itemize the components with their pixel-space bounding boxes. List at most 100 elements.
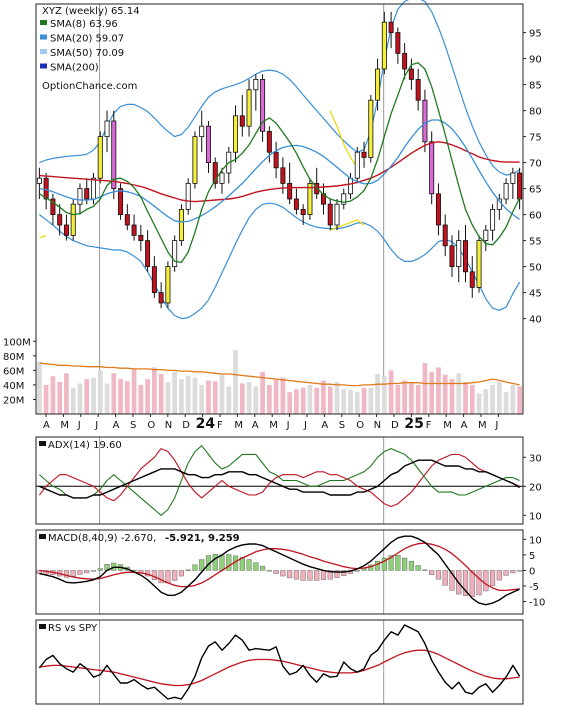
volume-tick-label: 20M [3,395,24,406]
volume-bar [37,361,42,414]
candle-body [118,188,124,216]
macd-histogram-bar [293,570,299,580]
volume-bar [246,382,252,414]
volume-bar [409,383,414,414]
candle-body [70,203,76,236]
macd-histogram-bar [246,559,252,571]
candle-body [469,271,475,288]
volume-bar [179,379,184,414]
month-label: M [443,420,452,431]
volume-bar [422,363,428,414]
legend-swatch [40,63,47,69]
macd-tick-label: 5 [529,551,535,562]
candle-body [124,214,130,226]
candle-body [111,120,117,189]
volume-bar [212,381,218,414]
candle-body [476,240,482,288]
macd-histogram-bar [226,554,232,571]
month-label: S [130,420,136,431]
macd-histogram-bar [422,569,428,571]
macd-histogram-bar [199,559,205,571]
candle-body [57,214,63,226]
macd-histogram-bar [476,570,482,596]
volume-bar [476,393,482,414]
price-tick-label: 65 [529,185,542,196]
volume-bar [91,377,96,414]
month-label: S [339,420,345,431]
yellow-average-line [329,219,365,231]
candle-body [90,177,96,200]
candle-body [327,203,333,226]
macd-tick-label: -5 [529,582,539,593]
candle-body [320,193,326,205]
bollinger-lower-line [39,202,521,320]
volume-bar [381,376,387,414]
volume-bar [300,387,306,414]
macd-histogram-bar [260,565,266,571]
bollinger-upper-line [39,0,520,176]
volume-bar [192,377,198,414]
volume-bar [496,382,502,414]
macd-label: MACD(8,40,9) -2.670, [48,533,156,544]
macd-histogram-bar [375,560,381,571]
month-label: J [286,420,290,431]
legend-label: SMA(200) [50,63,99,74]
legend-label: SMA(20) 59.07 [50,34,124,45]
candle-body [307,182,313,215]
volume-bar [510,384,516,414]
volume-bar [456,373,462,414]
macd-histogram-bar [70,570,76,577]
month-label: M [60,420,69,431]
macd-histogram-value: 9.259 [208,533,240,544]
price-tick-label: 55 [529,237,542,248]
month-label: O [147,420,155,431]
volume-bar [77,383,83,414]
macd-histogram-bar [327,570,333,580]
volume-bar [321,380,326,414]
volume-bar [368,387,374,414]
legend-label: SMA(50) 70.09 [50,48,124,59]
candle-body [36,177,42,184]
volume-bar [314,387,320,414]
candle-body [178,208,184,241]
price-panel-bg [36,4,523,342]
volume-bar [280,377,286,414]
volume-bar [239,383,245,414]
candle-body [219,172,225,184]
macd-histogram-bar [36,570,42,574]
month-label: M [234,420,243,431]
macd-histogram-bar [90,570,97,572]
volume-tick-label: 80M [3,352,24,363]
volume-bar [104,383,110,414]
candle-body [145,240,151,268]
volume-bar [429,371,435,414]
candle-body [456,240,462,268]
candle-body [104,120,110,138]
macd-tick-label: 10 [529,535,542,546]
volume-bar [273,379,279,414]
volume-bar [361,387,367,414]
macd-signal-value: -5.921, [165,533,205,544]
legend-swatch [40,34,47,40]
volume-bar [219,374,225,414]
price-tick-label: 95 [529,29,542,40]
legend-swatch [40,20,47,25]
month-label: N [374,420,381,431]
year-label: 25 [404,416,423,432]
candle-body [483,229,489,241]
rs-panel-frame [35,619,524,705]
macd-histogram-bar [273,570,279,574]
macd-histogram-bar [388,555,394,571]
volume-bar [287,392,293,414]
macd-panel-frame [35,529,524,615]
volume-bar [57,382,63,414]
volume-bar [185,376,191,414]
macd-legend-swatch [39,534,46,539]
candle-body [334,203,340,226]
macd-histogram-bar [381,557,387,571]
macd-histogram-bar [483,570,489,592]
volume-bar [50,376,56,414]
macd-histogram-bar [287,570,293,579]
volume-bar [388,370,394,414]
